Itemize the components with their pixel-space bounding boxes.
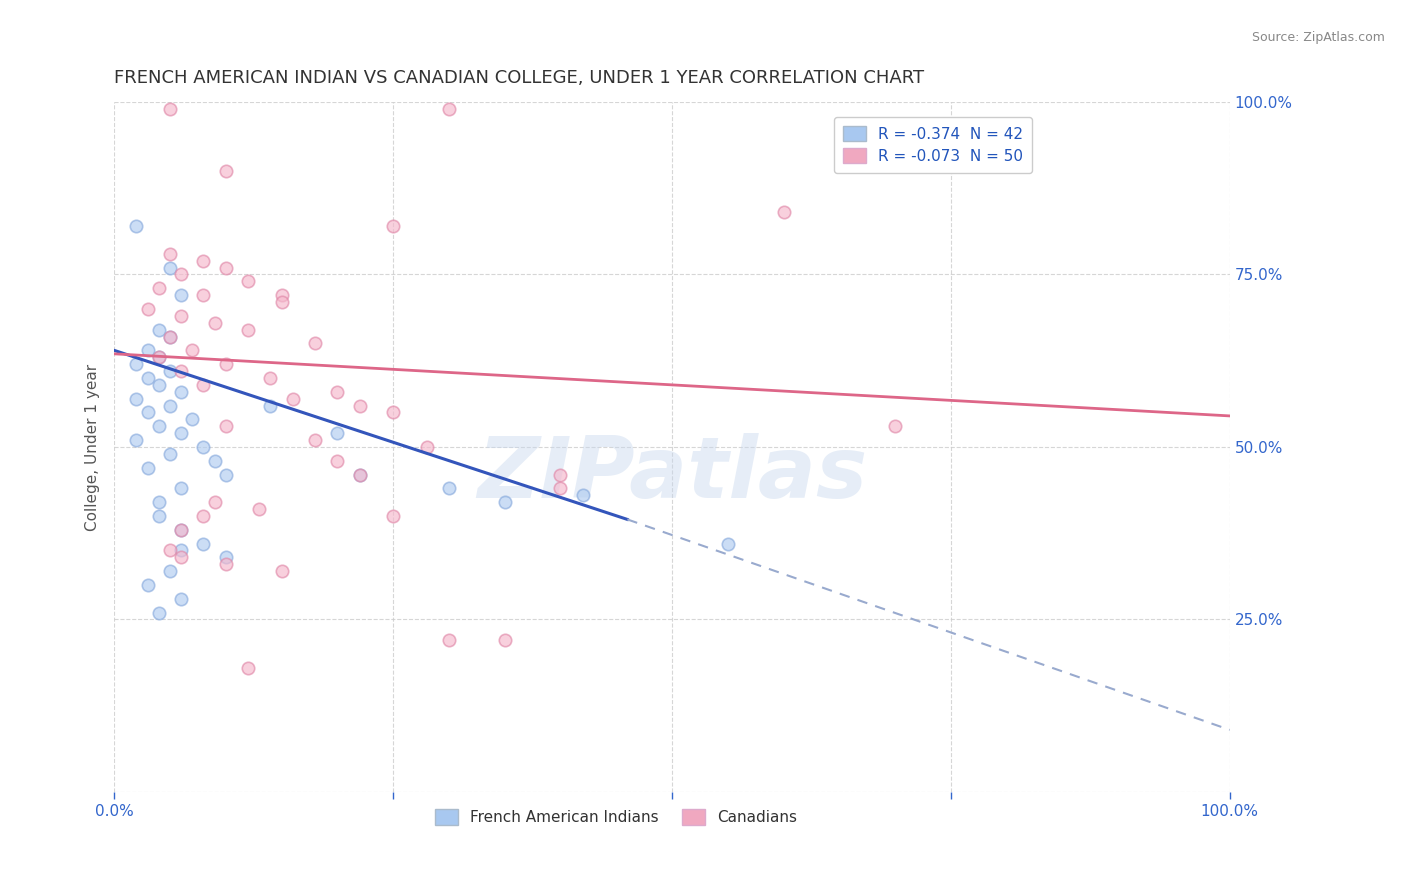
Point — [236, 661, 259, 675]
Text: ZIPatlas: ZIPatlas — [477, 433, 868, 516]
Point — [349, 467, 371, 482]
Point — [159, 364, 181, 378]
Text: FRENCH AMERICAN INDIAN VS CANADIAN COLLEGE, UNDER 1 YEAR CORRELATION CHART: FRENCH AMERICAN INDIAN VS CANADIAN COLLE… — [114, 69, 924, 87]
Point — [125, 219, 148, 234]
Point — [437, 481, 460, 495]
Point — [193, 288, 215, 302]
Point — [148, 419, 170, 434]
Point — [159, 329, 181, 343]
Point — [136, 371, 159, 385]
Point — [215, 357, 238, 371]
Point — [159, 543, 181, 558]
Point — [382, 405, 405, 419]
Point — [382, 508, 405, 523]
Point — [170, 384, 193, 399]
Point — [136, 460, 159, 475]
Text: Source: ZipAtlas.com: Source: ZipAtlas.com — [1251, 31, 1385, 45]
Point — [193, 440, 215, 454]
Point — [326, 426, 349, 441]
Point — [494, 495, 516, 509]
Y-axis label: College, Under 1 year: College, Under 1 year — [86, 363, 100, 531]
Point — [159, 260, 181, 275]
Point — [259, 399, 281, 413]
Point — [281, 392, 304, 406]
Point — [247, 502, 270, 516]
Point — [193, 536, 215, 550]
Point — [236, 274, 259, 288]
Point — [193, 508, 215, 523]
Point — [181, 343, 204, 358]
Point — [215, 164, 238, 178]
Point — [170, 591, 193, 606]
Point — [148, 606, 170, 620]
Point — [193, 253, 215, 268]
Point — [159, 564, 181, 578]
Point — [170, 288, 193, 302]
Point — [148, 508, 170, 523]
Point — [415, 440, 437, 454]
Point — [772, 205, 794, 219]
Point — [170, 523, 193, 537]
Point — [236, 323, 259, 337]
Point — [125, 392, 148, 406]
Point — [148, 323, 170, 337]
Point — [125, 433, 148, 447]
Point — [884, 419, 907, 434]
Point — [170, 426, 193, 441]
Point — [270, 564, 292, 578]
Point — [170, 543, 193, 558]
Point — [148, 351, 170, 365]
Point — [437, 102, 460, 116]
Point — [159, 102, 181, 116]
Legend: French American Indians, Canadians: French American Indians, Canadians — [427, 801, 804, 832]
Point — [170, 309, 193, 323]
Point — [215, 467, 238, 482]
Point — [159, 246, 181, 260]
Point — [159, 447, 181, 461]
Point — [159, 399, 181, 413]
Point — [215, 419, 238, 434]
Point — [437, 633, 460, 648]
Point — [215, 550, 238, 565]
Point — [215, 260, 238, 275]
Point — [136, 343, 159, 358]
Point — [326, 454, 349, 468]
Point — [204, 316, 226, 330]
Point — [170, 364, 193, 378]
Point — [550, 481, 572, 495]
Point — [494, 633, 516, 648]
Point — [181, 412, 204, 426]
Point — [125, 357, 148, 371]
Point — [550, 467, 572, 482]
Point — [170, 523, 193, 537]
Point — [170, 268, 193, 282]
Point — [193, 377, 215, 392]
Point — [204, 454, 226, 468]
Point — [204, 495, 226, 509]
Point — [136, 578, 159, 592]
Point — [159, 329, 181, 343]
Point — [136, 301, 159, 316]
Point — [259, 371, 281, 385]
Point — [349, 399, 371, 413]
Point — [170, 550, 193, 565]
Point — [304, 336, 326, 351]
Point — [571, 488, 593, 502]
Point — [382, 219, 405, 234]
Point — [136, 405, 159, 419]
Point — [170, 481, 193, 495]
Point — [349, 467, 371, 482]
Point — [148, 281, 170, 295]
Point — [326, 384, 349, 399]
Point — [304, 433, 326, 447]
Point — [148, 495, 170, 509]
Point — [148, 377, 170, 392]
Point — [215, 558, 238, 572]
Point — [270, 295, 292, 310]
Point — [148, 351, 170, 365]
Point — [270, 288, 292, 302]
Point — [717, 536, 740, 550]
